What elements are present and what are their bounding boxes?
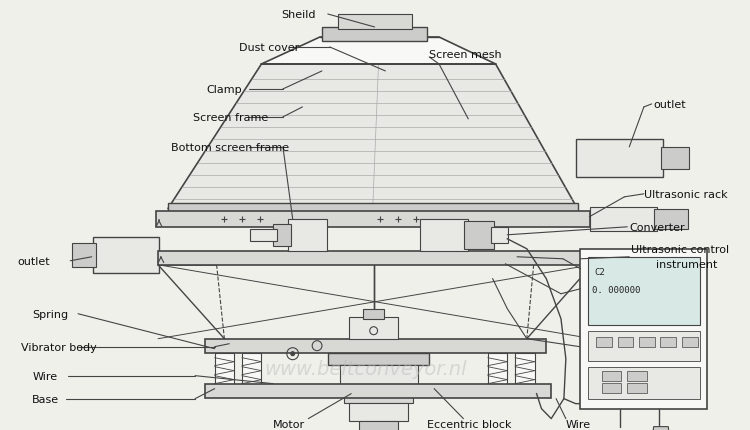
Text: Dust cover: Dust cover bbox=[239, 43, 299, 53]
Bar bbox=[639, 337, 655, 347]
Text: Wire: Wire bbox=[32, 371, 57, 381]
Bar bbox=[156, 211, 590, 227]
Bar bbox=[350, 403, 408, 421]
Bar bbox=[602, 371, 622, 381]
Text: Vibrator body: Vibrator body bbox=[22, 342, 98, 352]
Text: Motor: Motor bbox=[273, 419, 305, 429]
Bar bbox=[322, 28, 428, 42]
Polygon shape bbox=[262, 38, 496, 65]
Text: Ultrasonic rack: Ultrasonic rack bbox=[644, 189, 728, 200]
Bar bbox=[588, 331, 700, 361]
Bar bbox=[205, 384, 551, 398]
Text: Base: Base bbox=[32, 394, 59, 404]
Text: Wire: Wire bbox=[566, 419, 591, 429]
Polygon shape bbox=[168, 65, 578, 209]
Bar bbox=[654, 209, 688, 229]
Bar bbox=[515, 353, 535, 384]
Circle shape bbox=[291, 352, 295, 356]
Text: Converter: Converter bbox=[629, 222, 685, 232]
Bar bbox=[288, 219, 327, 251]
Bar bbox=[214, 353, 234, 384]
Bar bbox=[590, 207, 656, 231]
Bar bbox=[627, 371, 646, 381]
Bar bbox=[627, 383, 646, 393]
Text: Spring: Spring bbox=[32, 309, 68, 319]
Polygon shape bbox=[652, 427, 670, 430]
Bar bbox=[682, 337, 698, 347]
Bar bbox=[250, 229, 277, 241]
Bar bbox=[242, 353, 262, 384]
Bar bbox=[488, 353, 507, 384]
Text: Ultrasonic control: Ultrasonic control bbox=[632, 244, 729, 254]
Bar bbox=[168, 203, 578, 212]
Bar bbox=[490, 227, 508, 243]
Bar bbox=[464, 221, 494, 249]
Bar bbox=[602, 383, 622, 393]
Bar bbox=[338, 15, 412, 30]
Bar bbox=[344, 387, 412, 403]
Bar bbox=[588, 367, 700, 399]
Text: Screen frame: Screen frame bbox=[194, 113, 268, 123]
Bar bbox=[588, 257, 700, 325]
Bar bbox=[617, 337, 633, 347]
Text: C2: C2 bbox=[594, 267, 605, 276]
Bar bbox=[273, 224, 291, 246]
Text: outlet: outlet bbox=[17, 256, 50, 266]
Text: Eccentric block: Eccentric block bbox=[427, 419, 512, 429]
Bar bbox=[93, 237, 159, 273]
Bar bbox=[575, 140, 664, 178]
Text: outlet: outlet bbox=[654, 100, 686, 110]
Text: Clamp: Clamp bbox=[207, 85, 242, 95]
Bar bbox=[596, 337, 612, 347]
Bar bbox=[350, 317, 398, 339]
Text: Screen mesh: Screen mesh bbox=[429, 50, 502, 60]
Bar bbox=[359, 421, 398, 430]
Bar bbox=[363, 309, 385, 319]
Bar bbox=[158, 251, 592, 265]
Text: Sheild: Sheild bbox=[281, 10, 316, 20]
Text: instrument: instrument bbox=[656, 259, 717, 269]
Text: Bottom screen frame: Bottom screen frame bbox=[171, 142, 289, 153]
Bar bbox=[205, 339, 546, 353]
Text: 0. 000000: 0. 000000 bbox=[592, 285, 640, 294]
Bar bbox=[340, 365, 418, 387]
Bar bbox=[166, 212, 580, 217]
Bar bbox=[661, 337, 676, 347]
Bar bbox=[662, 147, 688, 169]
Bar bbox=[419, 219, 468, 251]
Text: www.beltconveyor.nl: www.beltconveyor.nl bbox=[265, 359, 467, 378]
Bar bbox=[328, 353, 429, 365]
Bar bbox=[72, 243, 95, 267]
Bar bbox=[580, 249, 707, 408]
